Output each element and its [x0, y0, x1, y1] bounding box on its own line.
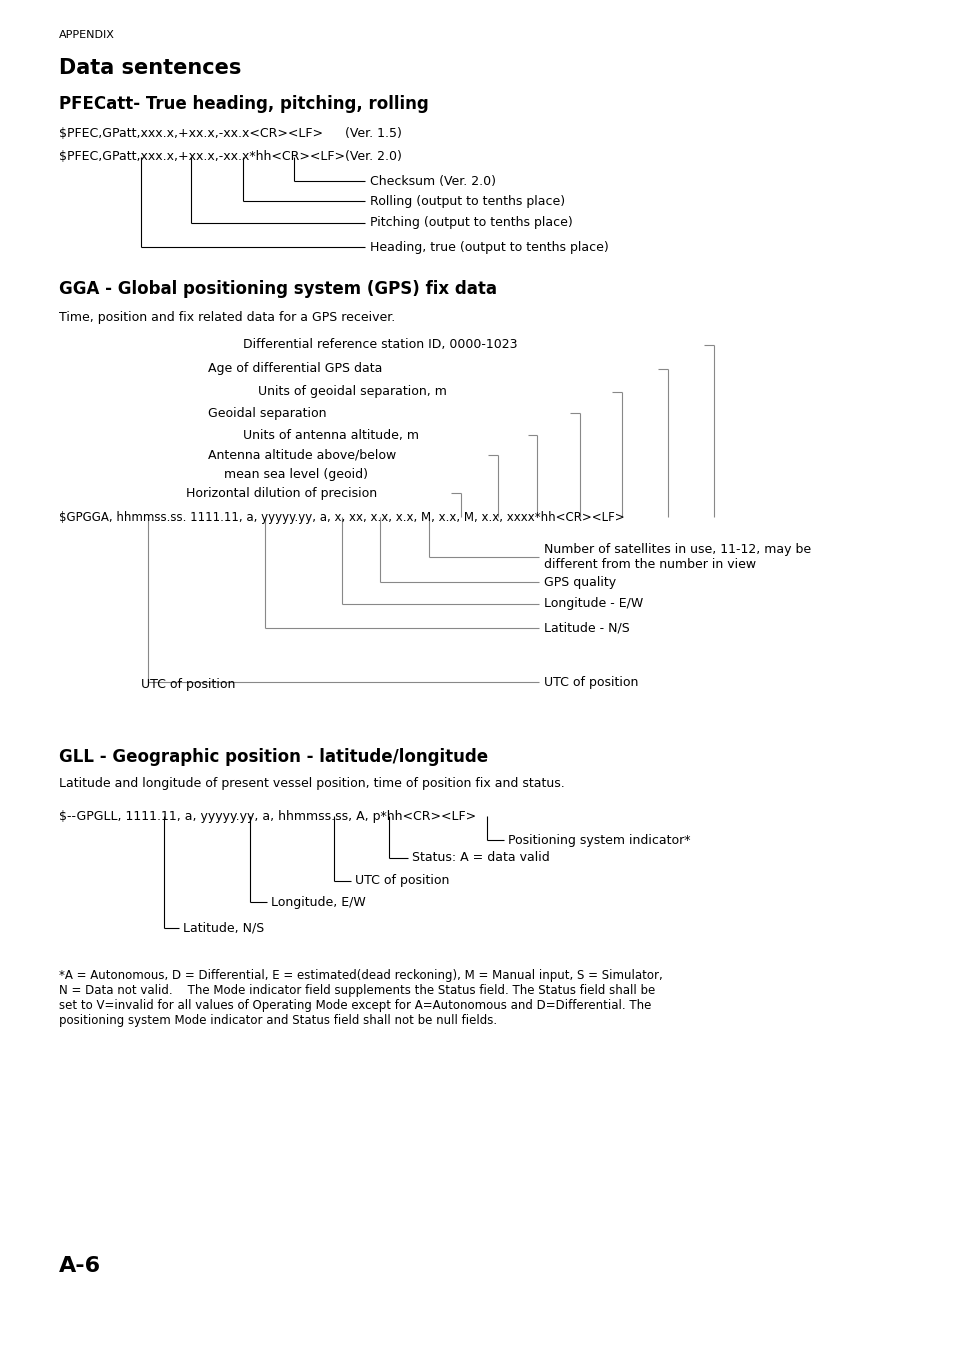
- Text: Data sentences: Data sentences: [59, 58, 241, 77]
- Text: Longitude - E/W: Longitude - E/W: [543, 597, 642, 611]
- Text: Latitude, N/S: Latitude, N/S: [183, 921, 264, 935]
- Text: Heading, true (output to tenths place): Heading, true (output to tenths place): [370, 240, 608, 254]
- Text: GGA - Global positioning system (GPS) fix data: GGA - Global positioning system (GPS) fi…: [59, 280, 497, 299]
- Text: GPS quality: GPS quality: [543, 576, 616, 589]
- Text: Time, position and fix related data for a GPS receiver.: Time, position and fix related data for …: [59, 311, 395, 324]
- Text: APPENDIX: APPENDIX: [59, 30, 115, 41]
- Text: mean sea level (geoid): mean sea level (geoid): [224, 467, 368, 481]
- Text: (Ver. 2.0): (Ver. 2.0): [345, 150, 402, 163]
- Text: Antenna altitude above/below: Antenna altitude above/below: [208, 449, 395, 462]
- Text: $PFEC,GPatt,xxx.x,+xx.x,-xx.x<CR><LF>: $PFEC,GPatt,xxx.x,+xx.x,-xx.x<CR><LF>: [59, 127, 323, 141]
- Text: Rolling (output to tenths place): Rolling (output to tenths place): [370, 195, 565, 208]
- Text: (Ver. 1.5): (Ver. 1.5): [345, 127, 402, 141]
- Text: Status: A = data valid: Status: A = data valid: [412, 851, 549, 865]
- Text: *A = Autonomous, D = Differential, E = estimated(dead reckoning), M = Manual inp: *A = Autonomous, D = Differential, E = e…: [59, 969, 662, 1027]
- Text: Differential reference station ID, 0000-1023: Differential reference station ID, 0000-…: [243, 338, 517, 351]
- Text: Geoidal separation: Geoidal separation: [208, 407, 326, 420]
- Text: Latitude and longitude of present vessel position, time of position fix and stat: Latitude and longitude of present vessel…: [59, 777, 564, 790]
- Text: Horizontal dilution of precision: Horizontal dilution of precision: [186, 486, 376, 500]
- Text: $PFEC,GPatt,xxx.x,+xx.x,-xx.x*hh<CR><LF>: $PFEC,GPatt,xxx.x,+xx.x,-xx.x*hh<CR><LF>: [59, 150, 345, 163]
- Text: Positioning system indicator*: Positioning system indicator*: [507, 834, 689, 847]
- Text: $--GPGLL, 1111.11, a, yyyyy.yy, a, hhmmss.ss, A, p*hh<CR><LF>: $--GPGLL, 1111.11, a, yyyyy.yy, a, hhmms…: [59, 809, 476, 823]
- Text: UTC of position: UTC of position: [543, 676, 638, 689]
- Text: Checksum (Ver. 2.0): Checksum (Ver. 2.0): [370, 174, 496, 188]
- Text: Age of differential GPS data: Age of differential GPS data: [208, 362, 382, 376]
- Text: A-6: A-6: [59, 1256, 101, 1275]
- Text: PFECatt- True heading, pitching, rolling: PFECatt- True heading, pitching, rolling: [59, 95, 429, 113]
- Text: Units of antenna altitude, m: Units of antenna altitude, m: [243, 428, 418, 442]
- Text: Number of satellites in use, 11-12, may be
different from the number in view: Number of satellites in use, 11-12, may …: [543, 543, 810, 570]
- Text: Units of geoidal separation, m: Units of geoidal separation, m: [257, 385, 446, 399]
- Text: UTC of position: UTC of position: [141, 678, 235, 692]
- Text: Pitching (output to tenths place): Pitching (output to tenths place): [370, 216, 573, 230]
- Text: UTC of position: UTC of position: [355, 874, 449, 888]
- Text: Longitude, E/W: Longitude, E/W: [271, 896, 365, 909]
- Text: Latitude - N/S: Latitude - N/S: [543, 621, 629, 635]
- Text: GLL - Geographic position - latitude/longitude: GLL - Geographic position - latitude/lon…: [59, 747, 488, 766]
- Text: $GPGGA, hhmmss.ss. 1111.11, a, yyyyy.yy, a, x, xx, x.x, x.x, M, x.x, M, x.x, xxx: $GPGGA, hhmmss.ss. 1111.11, a, yyyyy.yy,…: [59, 511, 624, 524]
